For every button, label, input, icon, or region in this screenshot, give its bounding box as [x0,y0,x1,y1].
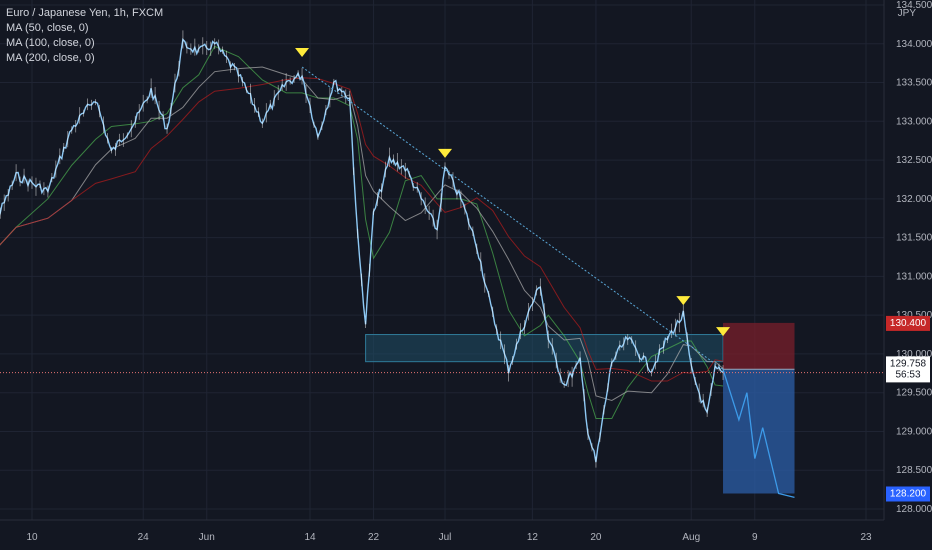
swing-high-marker [716,327,731,337]
ma-100-label[interactable]: MA (100, close, 0) [6,37,95,49]
x-tick-label: 12 [527,532,539,543]
symbol-title[interactable]: Euro / Japanese Yen, 1h, FXCM [6,7,164,19]
stop-price-label: 130.400 [890,318,927,329]
y-tick-label: 134.500 [896,0,932,11]
target-price-label-background [886,486,930,502]
x-tick-label: 9 [752,532,758,543]
stop-loss-zone [723,322,795,370]
y-tick-label: 130.500 [896,310,932,321]
y-tick-label: 134.000 [896,39,932,50]
y-tick-label: 131.500 [896,233,932,244]
current-price-label-background [886,356,930,383]
y-tick-label: 132.500 [896,155,932,166]
y-tick-label: 133.000 [896,116,932,127]
ma-200-label[interactable]: MA (200, close, 0) [6,52,95,64]
moving-average-line [0,66,724,401]
swing-high-marker [438,148,453,158]
x-tick-label: 10 [26,532,38,543]
moving-average-line [0,77,724,382]
y-tick-label: 129.000 [896,426,932,437]
currency-label: JPY [898,8,917,19]
y-tick-label: 128.000 [896,504,932,515]
x-tick-label: 24 [138,532,150,543]
x-tick-label: 20 [590,532,602,543]
y-tick-label: 129.500 [896,388,932,399]
y-tick-label: 128.500 [896,465,932,476]
target-price-label: 128.200 [890,488,927,499]
y-tick-label: 130.000 [896,349,932,360]
y-tick-label: 132.000 [896,194,932,205]
x-tick-label: Aug [682,532,700,543]
y-tick-label: 131.000 [896,271,932,282]
x-tick-label: 22 [368,532,380,543]
current-price-label: 129.758 [890,358,927,369]
x-tick-label: Jul [439,532,452,543]
ma-50-label[interactable]: MA (50, close, 0) [6,22,89,34]
x-tick-label: 14 [304,532,316,543]
y-tick-label: 133.500 [896,78,932,89]
swing-high-marker [676,296,691,306]
take-profit-zone [723,369,795,494]
current-price-label: 56:53 [895,369,920,380]
chart-legend: Euro / Japanese Yen, 1h, FXCM MA (50, cl… [6,6,163,66]
x-tick-label: Jun [199,532,215,543]
swing-high-marker [295,48,310,58]
stop-price-label-background [886,315,930,331]
projection-path [722,369,795,499]
x-tick-label: 23 [860,532,872,543]
